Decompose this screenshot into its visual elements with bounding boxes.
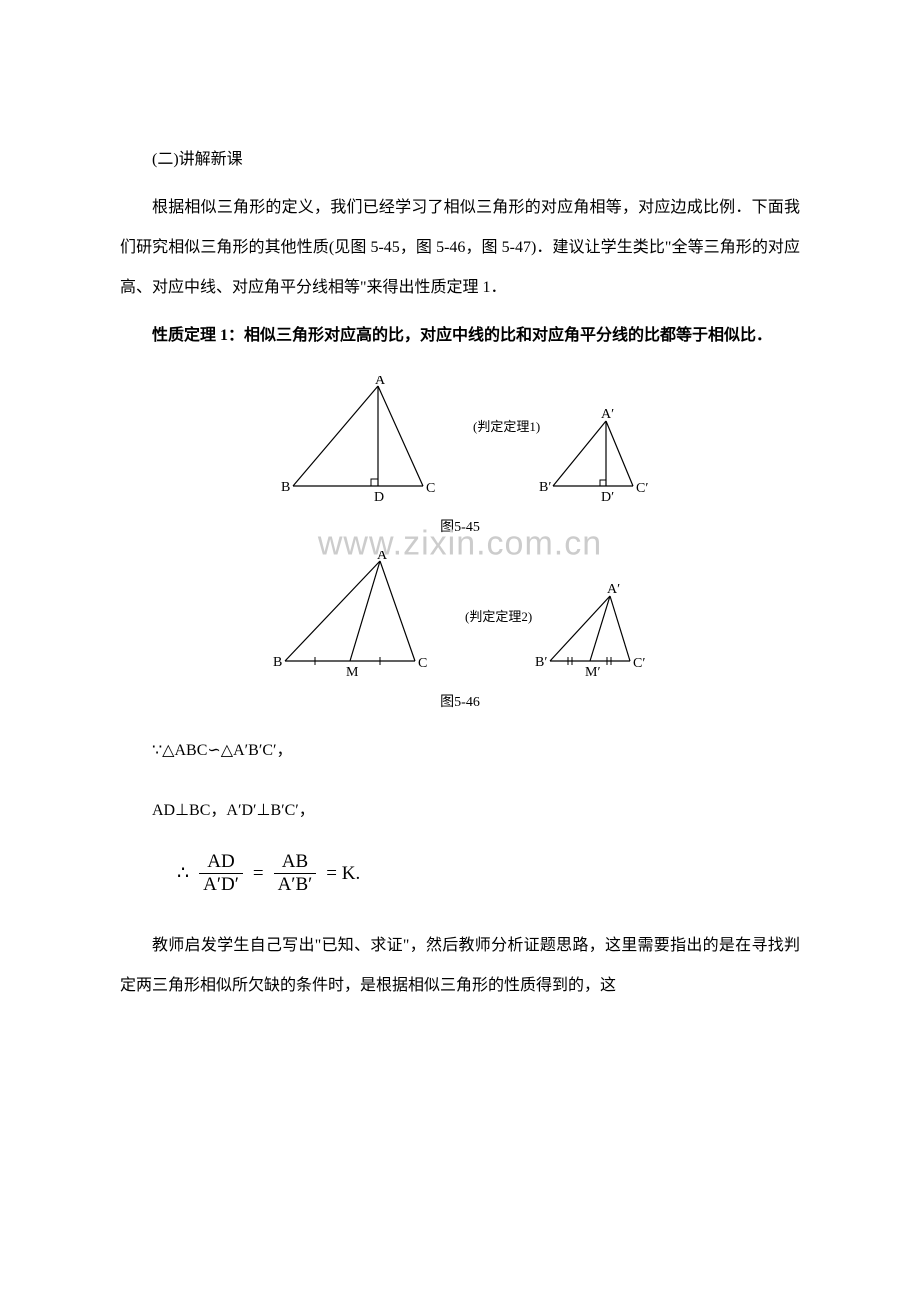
section-heading: (二)讲解新课 (120, 140, 800, 180)
vertex-c2-prime: C′ (633, 656, 645, 671)
frac1-denominator: A′D′ (195, 874, 247, 896)
paragraph-2: 教师启发学生自己写出"已知、求证"，然后教师分析证题思路，这里需要指出的是在寻找… (120, 926, 800, 1006)
frac1-numerator: AD (199, 851, 242, 874)
vertex-c-prime: C′ (636, 481, 648, 496)
figure-caption-45: 图5-45 (440, 516, 480, 536)
vertex-b: B (281, 480, 290, 495)
triangle-large-altitude: A B C D (273, 376, 443, 506)
therefore-symbol: ∴ (177, 862, 189, 885)
vertex-c2: C (418, 656, 427, 671)
theorem-1: 性质定理 1：相似三角形对应高的比，对应中线的比和对应角平分线的比都等于相似比． (120, 316, 800, 356)
triangle-large-median: A B C M (265, 551, 435, 681)
vertex-d: D (374, 490, 384, 505)
fraction-2: AB A′B′ (270, 851, 321, 896)
vertex-b-prime: B′ (539, 480, 551, 495)
frac2-numerator: AB (274, 851, 316, 874)
vertex-a-prime: A′ (601, 407, 614, 422)
equals-k: = K. (326, 863, 360, 885)
vertex-b2-prime: B′ (535, 655, 547, 670)
vertex-m: M (346, 665, 359, 680)
figure-caption-46: 图5-46 (440, 691, 480, 711)
vertex-d-prime: D′ (601, 490, 614, 505)
vertex-b2: B (273, 655, 282, 670)
judge-label-1: (判定定理1) (473, 419, 540, 434)
vertex-a2-prime: A′ (607, 582, 620, 597)
frac2-denominator: A′B′ (270, 874, 321, 896)
triangle-small-median: (判定定理2) A′ B′ C′ M′ (465, 551, 655, 681)
proof-line-2: AD⊥BC，A′D′⊥B′C′， (120, 791, 800, 831)
vertex-a2: A (377, 551, 388, 563)
paragraph-1: 根据相似三角形的定义，我们已经学习了相似三角形的对应角相等，对应边成比例．下面我… (120, 188, 800, 308)
proof-line-1: ∵△ABC∽△A′B′C′， (120, 731, 800, 771)
fraction-1: AD A′D′ (195, 851, 247, 896)
vertex-m-prime: M′ (585, 665, 601, 680)
vertex-c: C (426, 481, 435, 496)
vertex-a: A (375, 376, 386, 388)
judge-label-2: (判定定理2) (465, 609, 532, 624)
equals-1: = (253, 863, 264, 885)
triangle-small-altitude: (判定定理1) A′ B′ C′ D′ (473, 376, 648, 506)
formula-ratio: ∴ AD A′D′ = AB A′B′ = K. (177, 851, 800, 896)
figure-5-45: A B C D (判定定理1) A′ B′ C′ D′ 图5-45 www.zi… (120, 376, 800, 711)
